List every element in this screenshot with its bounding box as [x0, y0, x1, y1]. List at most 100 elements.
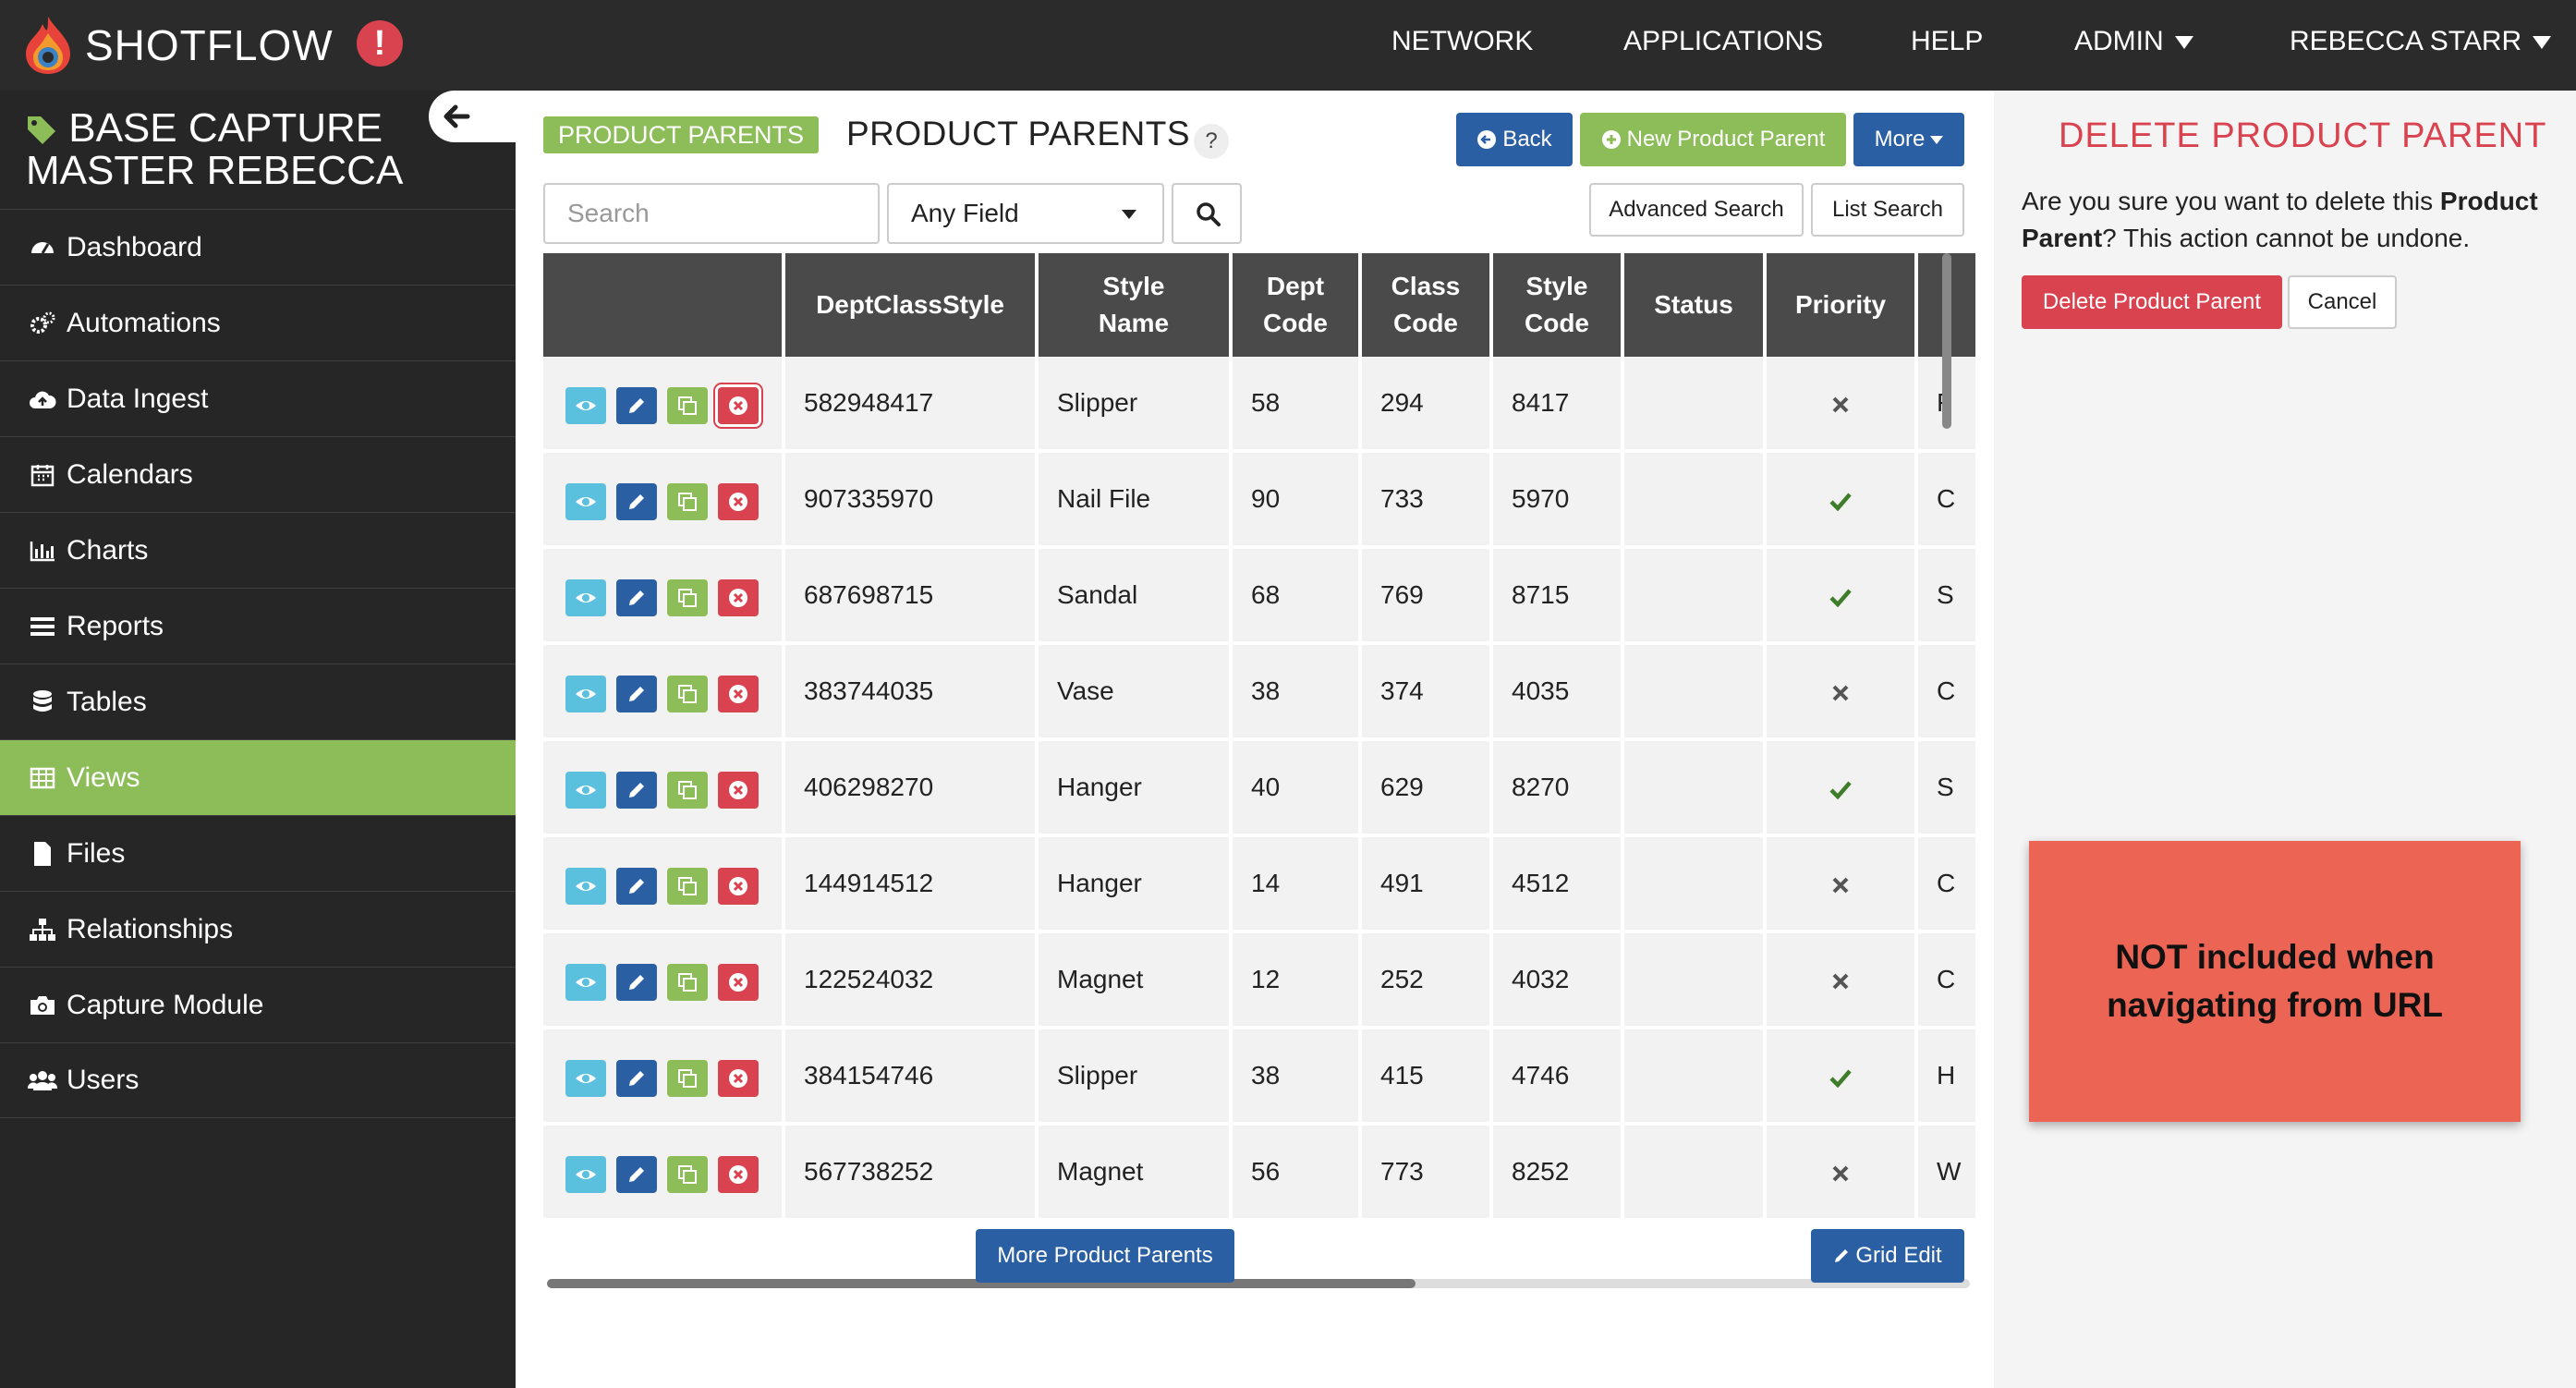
edit-button[interactable] — [616, 676, 657, 712]
table-row[interactable]: 406298270 Hanger 40 629 8270 S — [543, 741, 1975, 837]
view-button[interactable] — [565, 868, 606, 905]
table-row[interactable]: 383744035 Vase 38 374 4035 C — [543, 645, 1975, 741]
column-header[interactable]: Priority — [1767, 253, 1918, 357]
edit-button[interactable] — [616, 1156, 657, 1193]
list-search-button[interactable]: List Search — [1811, 183, 1964, 237]
column-header[interactable]: Style Code — [1493, 253, 1624, 357]
cancel-button[interactable]: Cancel — [2288, 275, 2397, 329]
tag-icon — [28, 116, 55, 145]
column-header[interactable]: Class Code — [1362, 253, 1493, 357]
table-row[interactable]: 582948417Slipper582948417F — [543, 357, 1975, 453]
more-product-parents-button[interactable]: More Product Parents — [976, 1229, 1234, 1283]
table-cell-name: Hanger — [1039, 741, 1233, 834]
table-row[interactable]: 384154746 Slipper 38 415 4746 H — [543, 1029, 1975, 1126]
row-actions — [543, 837, 785, 930]
copy-button[interactable] — [667, 579, 708, 616]
sidebar-item-tables[interactable]: Tables — [0, 664, 516, 739]
sidebar-item-relationships[interactable]: Relationships — [0, 891, 516, 967]
delete-button[interactable] — [718, 579, 759, 616]
table-row[interactable]: 144914512 Hanger 14 491 4512 C — [543, 837, 1975, 933]
column-header[interactable]: Status — [1624, 253, 1767, 357]
copy-button[interactable] — [667, 868, 708, 905]
view-button[interactable] — [565, 964, 606, 1001]
search-input[interactable]: Search — [543, 183, 880, 244]
breadcrumb-badge[interactable]: PRODUCT PARENTS — [543, 116, 820, 153]
table-row[interactable]: 122524032 Magnet 12 252 4032 C — [543, 933, 1975, 1029]
alert-icon[interactable]: ! — [357, 20, 403, 67]
delete-button[interactable] — [718, 772, 759, 809]
copy-button[interactable] — [667, 387, 708, 424]
edit-button[interactable] — [616, 868, 657, 905]
nav-admin-dropdown[interactable]: ADMIN — [2074, 26, 2193, 57]
grid-edit-button[interactable]: Grid Edit — [1811, 1229, 1964, 1283]
shotflow-logo[interactable]: SHOTFLOW — [24, 13, 334, 78]
sidebar-item-dashboard[interactable]: Dashboard — [0, 209, 516, 285]
edit-button[interactable] — [616, 579, 657, 616]
view-button[interactable] — [565, 1060, 606, 1097]
sidebar-item-reports[interactable]: Reports — [0, 588, 516, 664]
copy-button[interactable] — [667, 483, 708, 520]
view-button[interactable] — [565, 676, 606, 712]
copy-button[interactable] — [667, 1156, 708, 1193]
sidebar-item-automations[interactable]: Automations — [0, 285, 516, 360]
back-button[interactable]: Back — [1456, 113, 1573, 166]
copy-button[interactable] — [667, 964, 708, 1001]
horizontal-scrollbar[interactable] — [547, 1279, 1970, 1288]
table-row[interactable]: 907335970 Nail File 90 733 5970 C — [543, 453, 1975, 549]
nav-network[interactable]: NETWORK — [1391, 26, 1534, 56]
view-button[interactable] — [565, 387, 606, 424]
copy-button[interactable] — [667, 772, 708, 809]
delete-button[interactable] — [718, 1060, 759, 1097]
table-row[interactable]: 567738252 Magnet 56 773 8252 W — [543, 1126, 1975, 1222]
view-button[interactable] — [565, 772, 606, 809]
new-product-parent-button[interactable]: New Product Parent — [1580, 113, 1846, 166]
sidebar-item-users[interactable]: Users — [0, 1042, 516, 1118]
table-cell-dcs: 582948417 — [785, 357, 1039, 449]
advanced-search-button[interactable]: Advanced Search — [1589, 183, 1804, 237]
table-row[interactable]: 687698715 Sandal 68 769 8715 S — [543, 549, 1975, 645]
table-cell-extra: C — [1937, 676, 1956, 705]
sidebar-item-label: Dashboard — [67, 231, 202, 262]
vertical-scrollbar[interactable] — [1942, 253, 1951, 429]
nav-applications[interactable]: APPLICATIONS — [1623, 26, 1824, 56]
sidebar-item-calendars[interactable]: Calendars — [0, 436, 516, 512]
help-icon[interactable]: ? — [1194, 124, 1229, 159]
delete-button[interactable] — [718, 1156, 759, 1193]
database-icon — [28, 688, 57, 717]
sidebar-item-charts[interactable]: Charts — [0, 512, 516, 588]
search-button[interactable] — [1172, 183, 1242, 244]
dashboard-icon — [28, 233, 57, 262]
field-select[interactable]: Any Field — [887, 183, 1164, 244]
edit-button[interactable] — [616, 387, 657, 424]
copy-button[interactable] — [667, 1060, 708, 1097]
column-header[interactable]: Dept Code — [1233, 253, 1362, 357]
edit-button[interactable] — [616, 483, 657, 520]
copy-button[interactable] — [667, 676, 708, 712]
delete-button[interactable] — [718, 676, 759, 712]
delete-button[interactable] — [718, 483, 759, 520]
nav-user-dropdown[interactable]: REBECCA STARR — [2290, 26, 2552, 57]
column-header[interactable]: DeptClassStyle — [785, 253, 1039, 357]
check-icon — [1767, 549, 1918, 641]
sidebar-item-capture-module[interactable]: Capture Module — [0, 967, 516, 1042]
more-dropdown-button[interactable]: More — [1853, 113, 1964, 166]
delete-button[interactable] — [718, 387, 759, 424]
edit-button[interactable] — [616, 772, 657, 809]
view-button[interactable] — [565, 1156, 606, 1193]
sidebar-item-views[interactable]: Views — [0, 739, 516, 815]
nav-help[interactable]: HELP — [1911, 26, 1984, 56]
delete-button[interactable] — [718, 868, 759, 905]
sidebar-item-files[interactable]: Files — [0, 815, 516, 891]
sidebar-collapse-button[interactable] — [429, 91, 516, 142]
horizontal-scrollbar-thumb[interactable] — [547, 1279, 1416, 1288]
column-header[interactable]: Style Name — [1039, 253, 1233, 357]
sidebar-item-data-ingest[interactable]: Data Ingest — [0, 360, 516, 436]
delete-product-parent-button[interactable]: Delete Product Parent — [2022, 275, 2282, 329]
delete-button[interactable] — [718, 964, 759, 1001]
view-button[interactable] — [565, 483, 606, 520]
view-button[interactable] — [565, 579, 606, 616]
circle-plus-icon — [1601, 130, 1621, 149]
table-cell-class: 773 — [1362, 1126, 1493, 1218]
edit-button[interactable] — [616, 1060, 657, 1097]
edit-button[interactable] — [616, 964, 657, 1001]
